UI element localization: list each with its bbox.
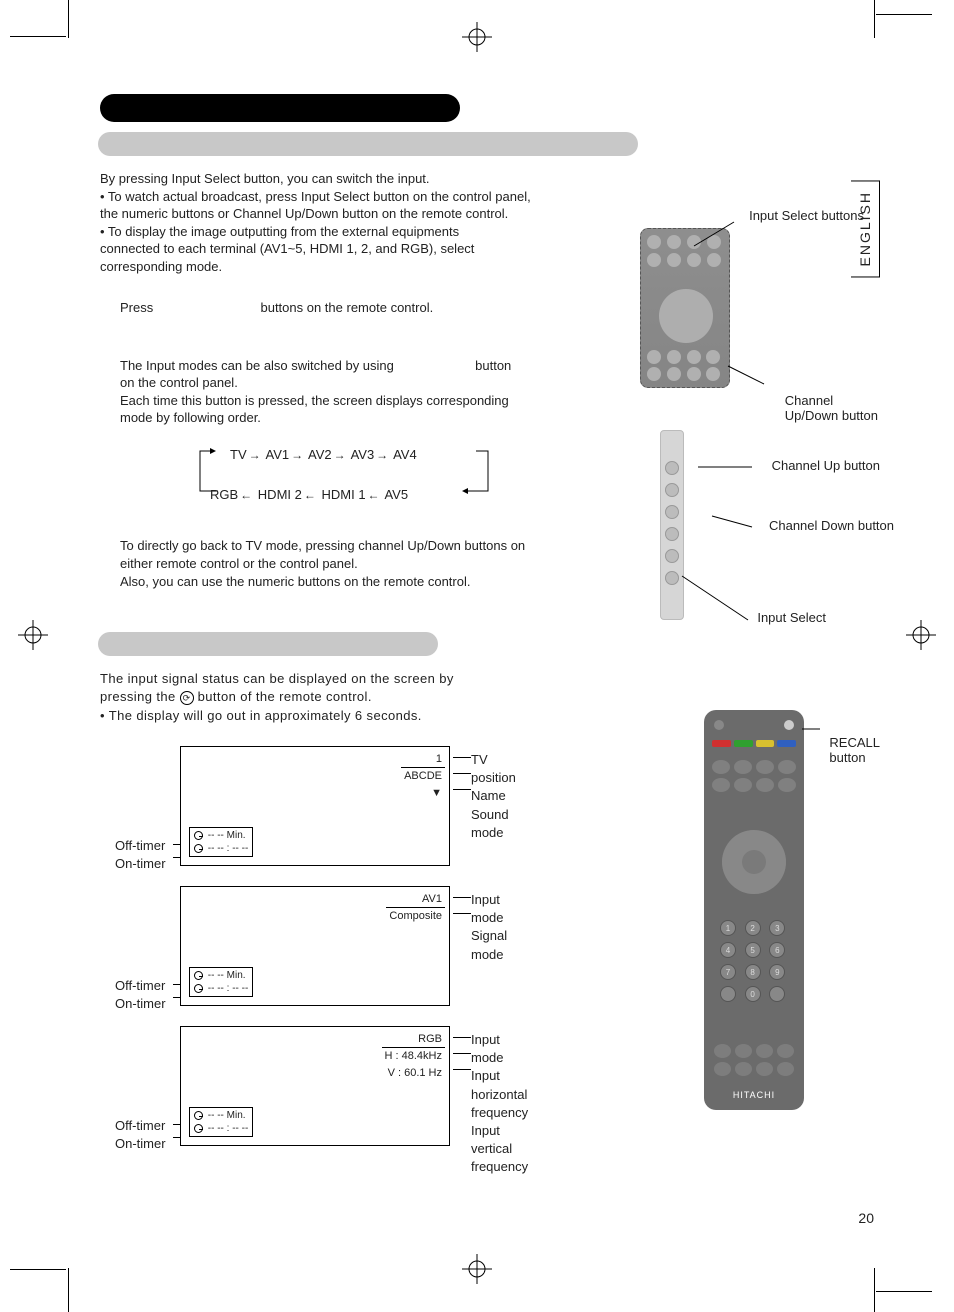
signal-display-box: AV1Composite -- -- Min. -- -- : -- --Off… [180, 886, 450, 1006]
remote-full-illustration: 123 456 789 0 HITACHI [704, 710, 804, 1110]
callout-recall: RECALL button [829, 720, 880, 780]
callout-input-select: Input Select [757, 610, 826, 625]
registration-mark [906, 620, 936, 650]
language-tab: ENGLISH [851, 180, 880, 277]
subsection-pill [98, 132, 638, 156]
color-button-green [734, 740, 753, 747]
signal-display-box: 1ABCDE▼ -- -- Min. -- -- : -- --Off-time… [180, 746, 450, 866]
remote-top-illustration [640, 228, 730, 388]
color-button-yellow [756, 740, 775, 747]
mode-cycle-diagram: TV AV1 AV2 AV3 AV4 RGB HDMI 2 HDMI 1 AV5 [210, 447, 490, 507]
subsection-pill-2 [98, 632, 438, 656]
color-button-red [712, 740, 731, 747]
step-1: Press buttons on the remote control. [120, 299, 580, 317]
registration-mark [462, 1254, 492, 1284]
callout-channel-up: Channel Up button [772, 458, 880, 473]
tv-side-panel-illustration [660, 430, 684, 620]
callout-input-select-buttons: Input Select buttons [749, 208, 864, 223]
signal-display-box: RGBH : 48.4kHzV : 60.1 Hz -- -- Min. -- … [180, 1026, 450, 1146]
section2-text: The input signal status can be displayed… [100, 670, 570, 727]
note-text: To directly go back to TV mode, pressing… [120, 537, 580, 592]
callout-channel-down: Channel Down button [769, 518, 894, 533]
page-number: 20 [858, 1210, 874, 1226]
section-heading-pill [100, 94, 460, 122]
color-button-blue [777, 740, 796, 747]
registration-mark [18, 620, 48, 650]
step-2: The Input modes can be also switched by … [120, 357, 580, 427]
callout-channel-updown: Channel Up/Down button [785, 378, 878, 438]
registration-mark [462, 22, 492, 52]
remote-brand: HITACHI [704, 1090, 804, 1100]
recall-icon: ⟳ [180, 691, 194, 705]
